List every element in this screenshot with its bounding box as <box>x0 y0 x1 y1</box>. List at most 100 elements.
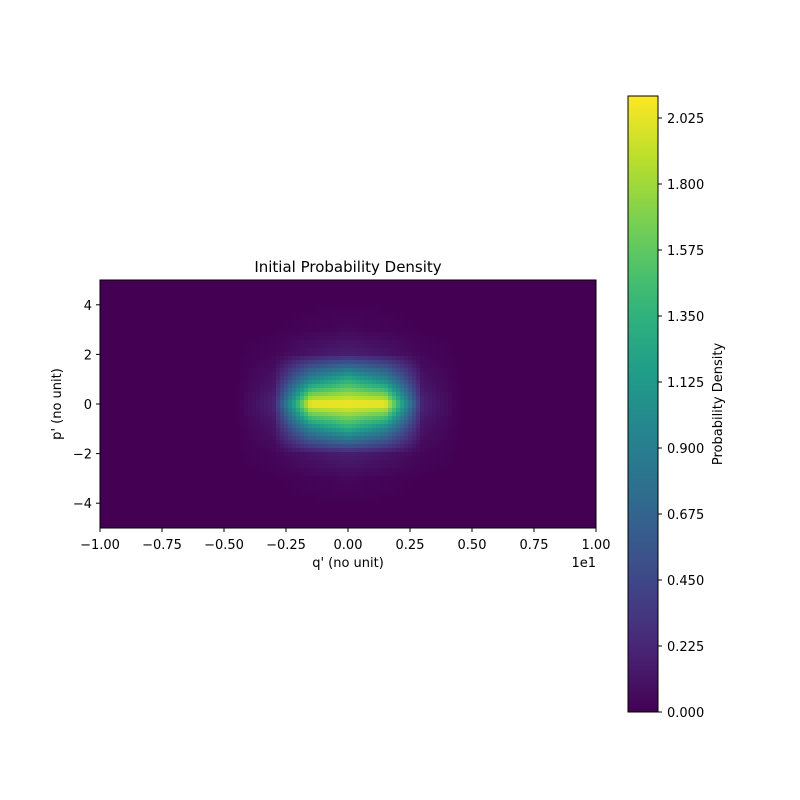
heatmap-cell <box>428 348 433 353</box>
heatmap-cell <box>292 404 297 409</box>
heatmap-cell <box>352 488 357 493</box>
heatmap-cell <box>360 340 365 345</box>
heatmap-cell <box>292 336 297 341</box>
heatmap-cell <box>260 408 265 413</box>
heatmap-cell <box>328 432 333 437</box>
heatmap-cell <box>344 440 349 445</box>
heatmap-cell <box>248 420 253 425</box>
heatmap-cell <box>288 428 293 433</box>
heatmap-cell <box>352 368 357 373</box>
heatmap-cell <box>344 424 349 429</box>
heatmap-cell <box>344 464 349 469</box>
heatmap-cell <box>256 456 261 461</box>
heatmap-cell <box>448 460 453 465</box>
colorbar-tick-label: 1.125 <box>667 376 704 391</box>
heatmap-cell <box>380 380 385 385</box>
heatmap-cell <box>240 416 245 421</box>
heatmap-cell <box>352 376 357 381</box>
heatmap-cell <box>396 332 401 337</box>
heatmap-cell <box>416 408 421 413</box>
heatmap-cell <box>276 360 281 365</box>
heatmap-cell <box>396 356 401 361</box>
heatmap-cell <box>368 480 373 485</box>
heatmap-cell <box>296 340 301 345</box>
heatmap-cell <box>332 472 337 477</box>
heatmap-cell <box>440 412 445 417</box>
heatmap-cell <box>336 408 341 413</box>
heatmap-cell <box>288 384 293 389</box>
heatmap-cell <box>396 464 401 469</box>
heatmap-cell <box>328 376 333 381</box>
heatmap-cell <box>248 424 253 429</box>
heatmap-cell <box>388 392 393 397</box>
heatmap-cell <box>400 320 405 325</box>
heatmap-cell <box>268 456 273 461</box>
heatmap-cell <box>400 344 405 349</box>
heatmap-cell <box>240 368 245 373</box>
heatmap-cell <box>404 400 409 405</box>
heatmap-cell <box>424 440 429 445</box>
heatmap-cell <box>236 384 241 389</box>
heatmap-cell <box>272 340 277 345</box>
heatmap-cell <box>388 384 393 389</box>
heatmap-cell <box>360 452 365 457</box>
heatmap-cell <box>284 340 289 345</box>
heatmap-cell <box>356 324 361 329</box>
heatmap-cell <box>240 396 245 401</box>
heatmap-cell <box>404 376 409 381</box>
heatmap-cell <box>260 364 265 369</box>
heatmap-cell <box>248 380 253 385</box>
heatmap-cell <box>412 392 417 397</box>
heatmap-cell <box>280 408 285 413</box>
heatmap-cell <box>376 388 381 393</box>
heatmap-cell <box>364 496 369 501</box>
heatmap-cell <box>248 360 253 365</box>
heatmap-cell <box>276 412 281 417</box>
heatmap-cell <box>336 432 341 437</box>
heatmap-cell <box>376 364 381 369</box>
heatmap-cell <box>300 352 305 357</box>
heatmap-cell <box>272 460 277 465</box>
heatmap-cell <box>316 436 321 441</box>
heatmap-cell <box>276 420 281 425</box>
heatmap-cell <box>392 368 397 373</box>
heatmap-cell <box>428 424 433 429</box>
heatmap-cell <box>344 332 349 337</box>
heatmap-cell <box>308 316 313 321</box>
heatmap-cell <box>380 484 385 489</box>
heatmap-cell <box>356 320 361 325</box>
heatmap-cell <box>376 332 381 337</box>
heatmap-cell <box>252 456 257 461</box>
heatmap-cell <box>364 468 369 473</box>
heatmap-cell <box>364 436 369 441</box>
heatmap-cell <box>320 492 325 497</box>
heatmap-cell <box>340 356 345 361</box>
heatmap-cell <box>276 416 281 421</box>
heatmap-cell <box>288 332 293 337</box>
heatmap-cell <box>260 464 265 469</box>
heatmap-cell <box>260 392 265 397</box>
heatmap-cell <box>296 356 301 361</box>
heatmap-cell <box>308 400 313 405</box>
heatmap-cell <box>372 316 377 321</box>
heatmap-cell <box>320 364 325 369</box>
heatmap-cell <box>448 440 453 445</box>
heatmap-cell <box>352 380 357 385</box>
heatmap-cell <box>252 408 257 413</box>
heatmap-cell <box>364 456 369 461</box>
heatmap-cell <box>304 400 309 405</box>
heatmap-cell <box>260 336 265 341</box>
heatmap-cell <box>376 444 381 449</box>
heatmap-cell <box>280 468 285 473</box>
heatmap-cell <box>304 436 309 441</box>
heatmap-cell <box>456 412 461 417</box>
heatmap-cell <box>324 452 329 457</box>
heatmap-cell <box>332 416 337 421</box>
heatmap-cell <box>300 444 305 449</box>
heatmap-cell <box>340 320 345 325</box>
heatmap-cell <box>256 420 261 425</box>
heatmap-cell <box>296 388 301 393</box>
heatmap-cell <box>428 432 433 437</box>
heatmap-cell <box>324 328 329 333</box>
heatmap-cell <box>372 452 377 457</box>
